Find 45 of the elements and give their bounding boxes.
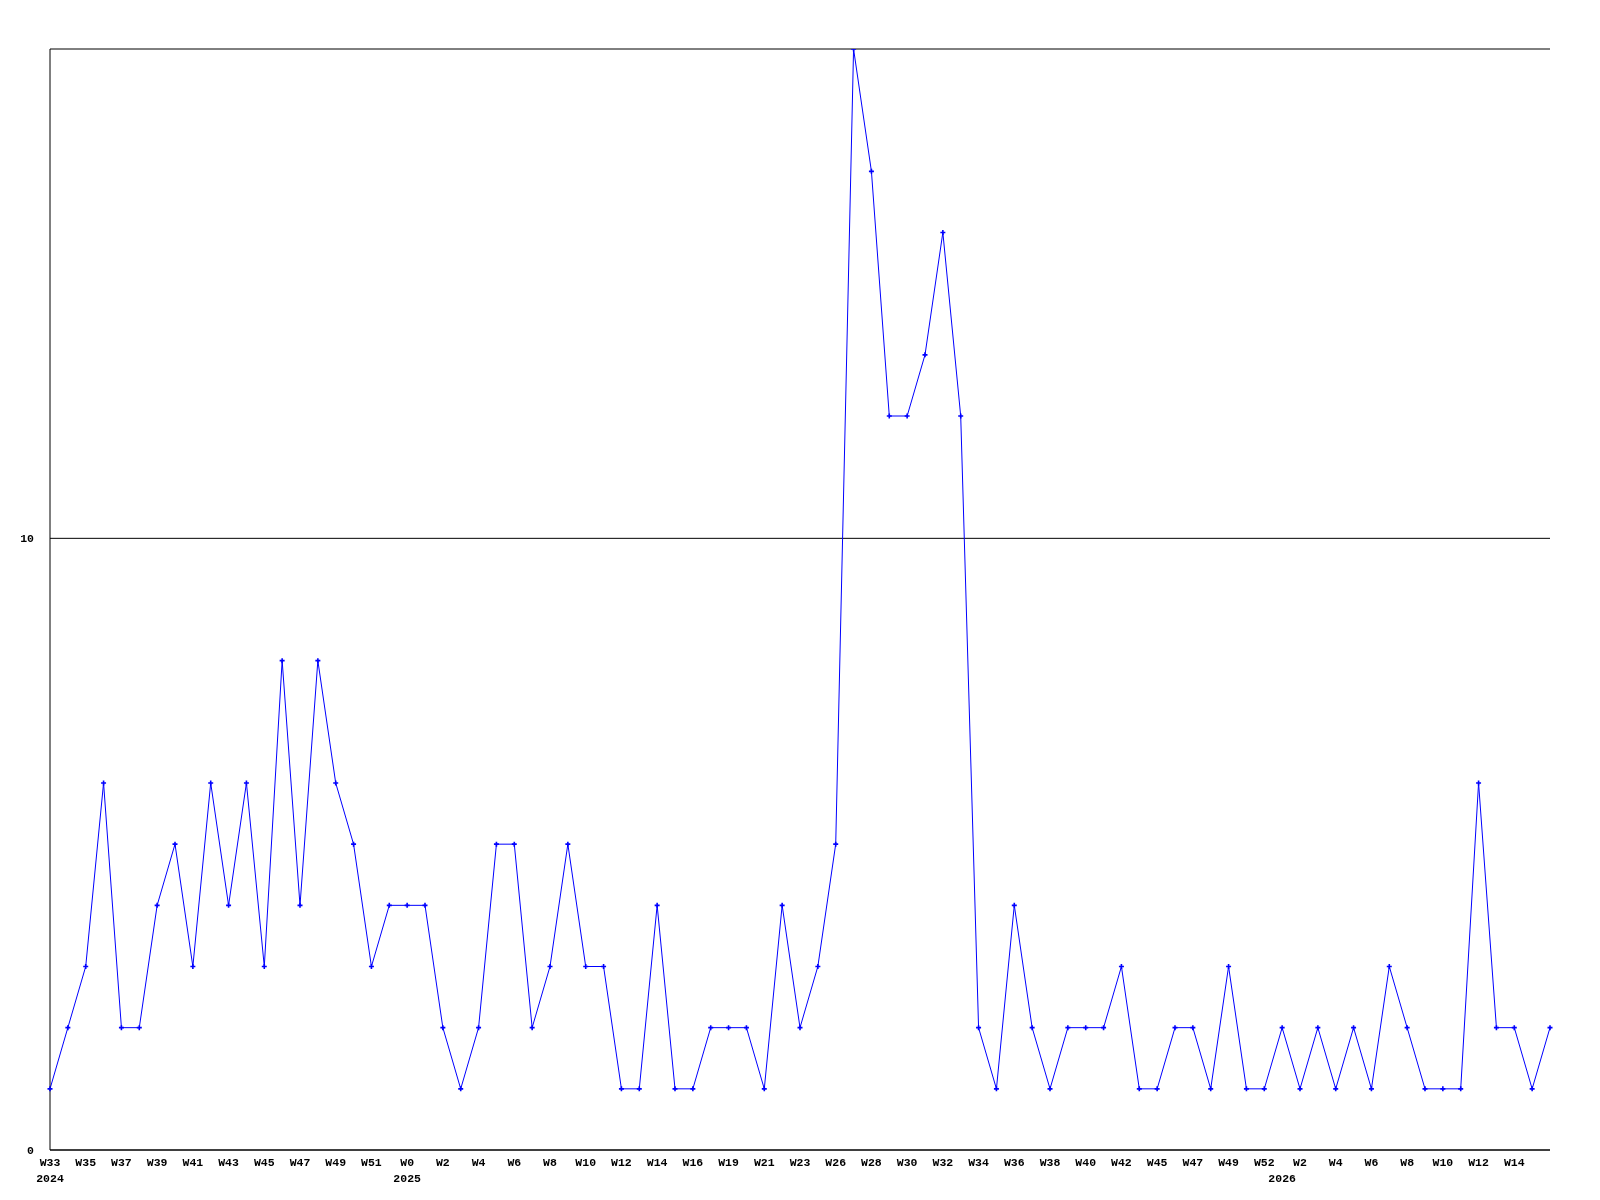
x-tick-label: W2 — [1293, 1156, 1307, 1169]
y-tick-label: 10 — [20, 532, 35, 546]
x-tick-label: W30 — [896, 1156, 918, 1169]
x-tick-label: W43 — [218, 1156, 240, 1169]
x-tick-label: W10 — [575, 1156, 597, 1169]
x-tick-label: W45 — [253, 1156, 275, 1169]
x-tick-label: W40 — [1075, 1156, 1097, 1169]
x-tick-label: W6 — [507, 1156, 522, 1169]
x-tick-label: W23 — [789, 1156, 811, 1169]
x-tick-label: W14 — [646, 1156, 668, 1169]
x-tick-label: W21 — [753, 1156, 775, 1169]
x-tick-label: W35 — [75, 1156, 97, 1169]
x-tick-label: W12 — [1468, 1156, 1490, 1169]
x-tick-label: W4 — [471, 1156, 486, 1169]
x-tick-label: W26 — [825, 1156, 847, 1169]
x-tick-label: W8 — [543, 1156, 557, 1169]
x-tick-label: W47 — [289, 1156, 311, 1169]
x-tick-label: W34 — [968, 1156, 990, 1169]
x-tick-label: W28 — [861, 1156, 882, 1169]
x-tick-label: W49 — [325, 1156, 347, 1169]
x-tick-label: W49 — [1218, 1156, 1240, 1169]
x-tick-label: W2 — [435, 1156, 450, 1169]
x-tick-label: W41 — [182, 1156, 204, 1169]
x-tick-label: W33 2024 — [36, 1156, 64, 1185]
x-tick-label: W42 — [1111, 1156, 1132, 1169]
x-tick-label: W52 — [1253, 1156, 1275, 1169]
x-tick-label: W38 — [1039, 1156, 1061, 1169]
x-tick-label: W0 2025 — [393, 1156, 422, 1185]
x-tick-label: W37 — [111, 1156, 132, 1169]
x-tick-label: W45 — [1146, 1156, 1168, 1169]
x-tick-label: W39 — [146, 1156, 168, 1169]
x-tick-label: W8 — [1400, 1156, 1415, 1169]
x-tick-label: W36 — [1003, 1156, 1025, 1169]
x-tick-label: W12 — [611, 1156, 632, 1169]
x-tick-label: W51 — [361, 1156, 382, 1169]
x-tick-label: W14 — [1503, 1156, 1525, 1169]
y-tick-label: 0 — [27, 1144, 35, 1158]
x-tick-label: W10 — [1432, 1156, 1454, 1169]
x-tick-label: W19 — [718, 1156, 740, 1169]
x-tick-label: W47 — [1182, 1156, 1204, 1169]
x-tick-label: W4 — [1328, 1156, 1343, 1169]
x-tick-label: W16 — [682, 1156, 704, 1169]
x-tick-label: W32 — [932, 1156, 954, 1169]
x-tick-label: W6 — [1364, 1156, 1379, 1169]
x-tick-label: 2026 — [1268, 1171, 1297, 1185]
